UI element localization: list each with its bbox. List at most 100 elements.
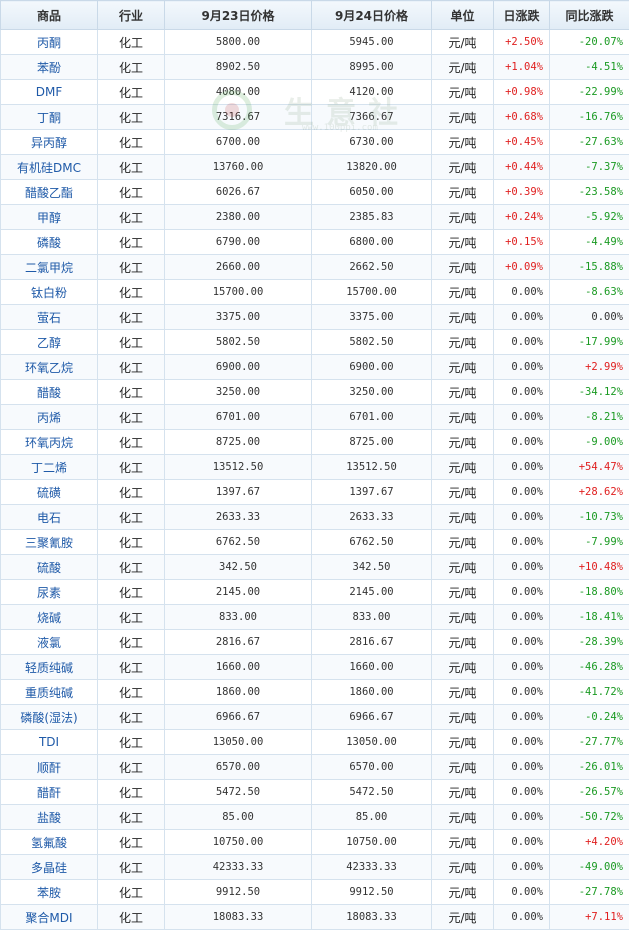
daily-change-cell: 0.00% <box>494 380 550 405</box>
commodity-link[interactable]: 丙酮 <box>1 30 98 55</box>
yoy-change-cell: -10.73% <box>550 505 629 530</box>
daily-change-cell: 0.00% <box>494 680 550 705</box>
commodity-link[interactable]: 磷酸(湿法) <box>1 705 98 730</box>
unit-cell: 元/吨 <box>432 455 494 480</box>
commodity-link[interactable]: 醋酸乙酯 <box>1 180 98 205</box>
daily-change-cell: 0.00% <box>494 505 550 530</box>
commodity-link[interactable]: 电石 <box>1 505 98 530</box>
price-sep23-cell: 2660.00 <box>165 255 312 280</box>
commodity-link[interactable]: TDI <box>1 730 98 755</box>
unit-cell: 元/吨 <box>432 630 494 655</box>
unit-cell: 元/吨 <box>432 30 494 55</box>
price-sep23-cell: 13050.00 <box>165 730 312 755</box>
commodity-link[interactable]: 乙醇 <box>1 330 98 355</box>
commodity-link[interactable]: 聚合MDI <box>1 905 98 930</box>
price-sep23-cell: 4080.00 <box>165 80 312 105</box>
commodity-link[interactable]: 有机硅DMC <box>1 155 98 180</box>
commodity-link[interactable]: 轻质纯碱 <box>1 655 98 680</box>
price-sep24-cell: 2662.50 <box>312 255 432 280</box>
commodity-link[interactable]: 多晶硅 <box>1 855 98 880</box>
price-sep24-cell: 5802.50 <box>312 330 432 355</box>
industry-cell: 化工 <box>98 305 165 330</box>
commodity-link[interactable]: 丙烯 <box>1 405 98 430</box>
price-sep24-cell: 85.00 <box>312 805 432 830</box>
unit-cell: 元/吨 <box>432 205 494 230</box>
header-unit: 单位 <box>432 1 494 30</box>
yoy-change-cell: -18.41% <box>550 605 629 630</box>
commodity-link[interactable]: 苯胺 <box>1 880 98 905</box>
price-sep23-cell: 18083.33 <box>165 905 312 930</box>
commodity-link[interactable]: 丁酮 <box>1 105 98 130</box>
daily-change-cell: +0.68% <box>494 105 550 130</box>
commodity-link[interactable]: 盐酸 <box>1 805 98 830</box>
commodity-link[interactable]: 氢氟酸 <box>1 830 98 855</box>
commodity-link[interactable]: 烧碱 <box>1 605 98 630</box>
daily-change-cell: 0.00% <box>494 430 550 455</box>
industry-cell: 化工 <box>98 705 165 730</box>
daily-change-cell: 0.00% <box>494 330 550 355</box>
price-sep23-cell: 10750.00 <box>165 830 312 855</box>
industry-cell: 化工 <box>98 730 165 755</box>
commodity-link[interactable]: 液氯 <box>1 630 98 655</box>
yoy-change-cell: +7.11% <box>550 905 629 930</box>
price-sep23-cell: 85.00 <box>165 805 312 830</box>
header-yoy-change: 同比涨跌 <box>550 1 629 30</box>
commodity-link[interactable]: 硫酸 <box>1 555 98 580</box>
commodity-link[interactable]: 磷酸 <box>1 230 98 255</box>
unit-cell: 元/吨 <box>432 55 494 80</box>
industry-cell: 化工 <box>98 405 165 430</box>
price-sep24-cell: 6730.00 <box>312 130 432 155</box>
commodity-link[interactable]: 萤石 <box>1 305 98 330</box>
commodity-link[interactable]: 尿素 <box>1 580 98 605</box>
daily-change-cell: 0.00% <box>494 880 550 905</box>
industry-cell: 化工 <box>98 805 165 830</box>
industry-cell: 化工 <box>98 655 165 680</box>
daily-change-cell: 0.00% <box>494 655 550 680</box>
unit-cell: 元/吨 <box>432 880 494 905</box>
commodity-link[interactable]: DMF <box>1 80 98 105</box>
yoy-change-cell: -28.39% <box>550 630 629 655</box>
commodity-link[interactable]: 丁二烯 <box>1 455 98 480</box>
commodity-link[interactable]: 环氧丙烷 <box>1 430 98 455</box>
unit-cell: 元/吨 <box>432 755 494 780</box>
industry-cell: 化工 <box>98 455 165 480</box>
commodity-link[interactable]: 钛白粉 <box>1 280 98 305</box>
commodity-link[interactable]: 醋酐 <box>1 780 98 805</box>
commodity-link[interactable]: 苯酚 <box>1 55 98 80</box>
industry-cell: 化工 <box>98 905 165 930</box>
commodity-link[interactable]: 顺酐 <box>1 755 98 780</box>
commodity-link[interactable]: 硫磺 <box>1 480 98 505</box>
commodity-link[interactable]: 二氯甲烷 <box>1 255 98 280</box>
unit-cell: 元/吨 <box>432 405 494 430</box>
header-commodity: 商品 <box>1 1 98 30</box>
commodity-link[interactable]: 甲醇 <box>1 205 98 230</box>
price-sep24-cell: 2145.00 <box>312 580 432 605</box>
commodity-link[interactable]: 环氧乙烷 <box>1 355 98 380</box>
commodity-link[interactable]: 醋酸 <box>1 380 98 405</box>
industry-cell: 化工 <box>98 780 165 805</box>
price-sep23-cell: 2816.67 <box>165 630 312 655</box>
industry-cell: 化工 <box>98 330 165 355</box>
price-sep24-cell: 6701.00 <box>312 405 432 430</box>
yoy-change-cell: -0.24% <box>550 705 629 730</box>
industry-cell: 化工 <box>98 230 165 255</box>
yoy-change-cell: +2.99% <box>550 355 629 380</box>
price-sep23-cell: 42333.33 <box>165 855 312 880</box>
commodity-link[interactable]: 异丙醇 <box>1 130 98 155</box>
commodity-link[interactable]: 重质纯碱 <box>1 680 98 705</box>
daily-change-cell: 0.00% <box>494 580 550 605</box>
daily-change-cell: 0.00% <box>494 780 550 805</box>
price-sep24-cell: 6570.00 <box>312 755 432 780</box>
commodity-link[interactable]: 三聚氰胺 <box>1 530 98 555</box>
daily-change-cell: 0.00% <box>494 755 550 780</box>
